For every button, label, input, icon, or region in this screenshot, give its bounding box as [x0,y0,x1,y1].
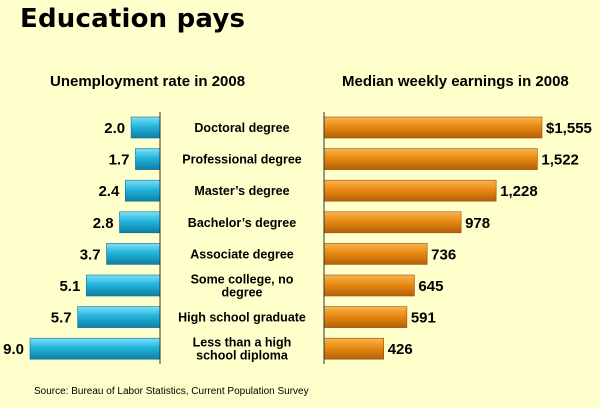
unemployment-bar [119,211,161,234]
unemployment-bar [130,116,161,139]
earnings-value-label: 591 [411,310,436,327]
category-label: degree [222,286,263,300]
earnings-bar [323,243,428,265]
earnings-value-label: 1,228 [500,183,538,200]
earnings-value-label: 426 [388,341,413,358]
category-label: Some college, no [191,273,294,287]
category-label: school diploma [196,349,289,363]
category-label: Professional degree [182,153,302,167]
earnings-bar [323,179,497,202]
unemployment-chart-title: Unemployment rate in 2008 [50,73,246,90]
earnings-value-label: 736 [431,246,456,263]
earnings-bar [323,306,408,328]
unemployment-value-label: 2.8 [93,215,114,232]
category-label: Associate degree [190,247,294,261]
category-label: High school graduate [178,311,306,325]
earnings-value-label: 645 [418,278,443,295]
unemployment-value-label: 9.0 [3,341,24,358]
category-label: Doctoral degree [194,121,289,135]
category-label: Less than a high [193,336,292,350]
unemployment-value-label: 2.0 [104,120,125,137]
source-note: Source: Bureau of Labor Statistics, Curr… [34,386,309,397]
earnings-bar [323,211,462,234]
unemployment-bar [29,337,161,360]
earnings-value-label: 1,522 [541,152,579,169]
unemployment-value-label: 5.7 [51,310,72,327]
unemployment-bar [106,243,161,265]
unemployment-value-label: 1.7 [109,152,130,169]
earnings-bar [323,274,415,297]
page-title: Education pays [20,4,246,34]
earnings-bar [323,148,538,170]
category-label: Master’s degree [194,184,289,198]
unemployment-bar [125,179,161,202]
unemployment-bar [135,148,161,170]
unemployment-bar [86,274,161,297]
earnings-chart-title: Median weekly earnings in 2008 [342,73,569,90]
earnings-value-label: $1,555 [546,120,592,137]
earnings-value-label: 978 [465,215,490,232]
category-label: Bachelor’s degree [188,216,296,230]
unemployment-bar [77,306,161,328]
unemployment-value-label: 5.1 [59,278,80,295]
earnings-bar [323,337,385,360]
unemployment-value-label: 2.4 [98,183,120,200]
earnings-bar [323,116,543,139]
unemployment-value-label: 3.7 [80,246,101,263]
